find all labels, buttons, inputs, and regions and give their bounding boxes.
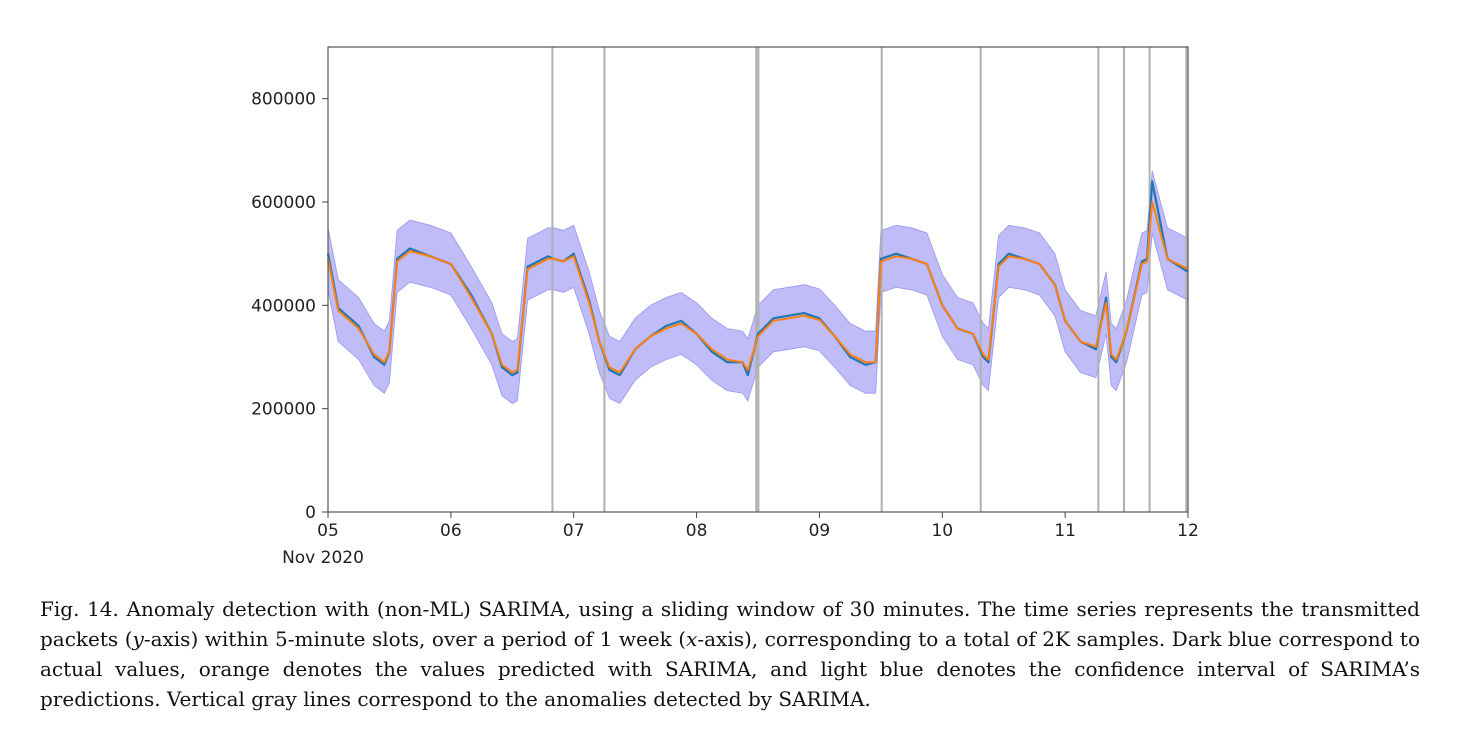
series-line-predicted: [327, 201, 1189, 374]
y-tick-label-4: 800000: [251, 90, 316, 110]
x-tick-label-0: 05: [317, 521, 339, 541]
x-tick-label-6: 11: [1054, 521, 1076, 541]
caption-y-symbol: y: [132, 627, 144, 651]
caption-text-1: Fig. 14. Anomaly detection with (non-ML)…: [40, 597, 1420, 651]
x-tick-label-1: 06: [440, 521, 462, 541]
figure-caption: Fig. 14. Anomaly detection with (non-ML)…: [40, 594, 1420, 714]
x-tick-label-5: 10: [931, 521, 953, 541]
x-tick-label-4: 09: [809, 521, 831, 541]
y-tick-label-2: 400000: [251, 296, 316, 316]
x-tick-label-2: 07: [563, 521, 585, 541]
chart-svg: 0 200000 400000 600000 800000 05 06 07 08 09 10 11 1…: [251, 46, 1199, 568]
chart-figure: 0 200000 400000 600000 800000 05 06 07 08 09 10 11 1…: [251, 46, 1199, 568]
caption-x-symbol: x: [686, 627, 698, 651]
y-tick-label-0: 0: [305, 503, 316, 523]
caption-text-3: -axis), corresponding to a total of 2K s…: [40, 627, 1421, 711]
x-axis-sublabel: Nov 2020: [282, 548, 364, 568]
plot-frame: [327, 46, 1189, 513]
axis-layer: 0 200000 400000 600000 800000 05 06 07 08 09 10 11 1…: [251, 90, 1199, 568]
series-layer: [326, 180, 1189, 377]
x-tick-label-3: 08: [686, 521, 708, 541]
caption-text-2: -axis) within 5-minute slots, over a per…: [143, 627, 687, 651]
y-tick-label-3: 600000: [251, 193, 316, 213]
y-tick-label-1: 200000: [251, 400, 316, 420]
x-tick-label-7: 12: [1177, 521, 1199, 541]
anomaly-lines-layer: [551, 47, 1188, 512]
